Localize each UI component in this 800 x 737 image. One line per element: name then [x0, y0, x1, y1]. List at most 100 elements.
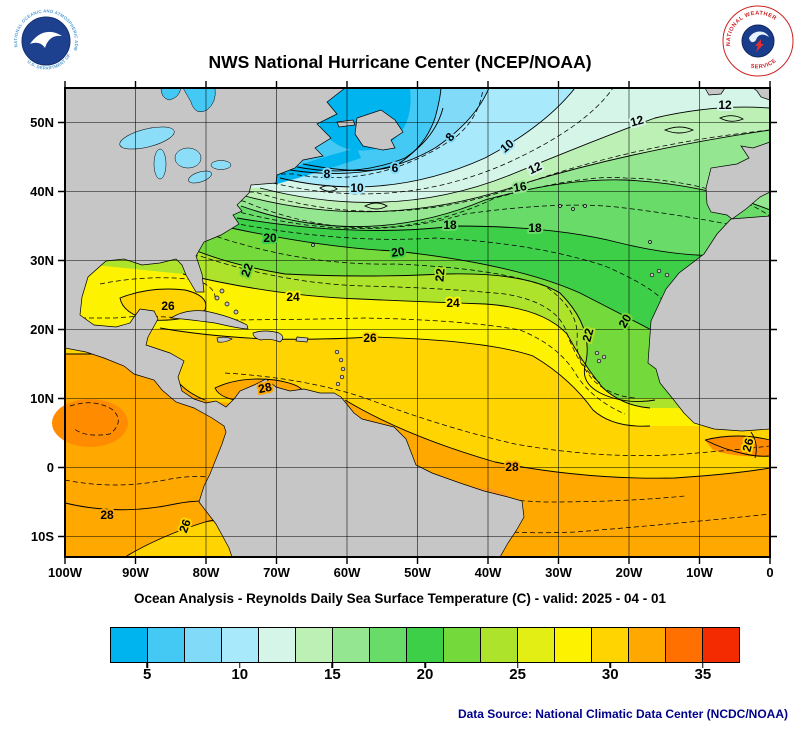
lon-label: 10W — [686, 565, 713, 580]
data-source-note: Data Source: National Climatic Data Cent… — [457, 707, 788, 721]
contour-label: 12 — [629, 112, 646, 129]
contour-label: 10 — [350, 181, 364, 195]
contour-label: 22 — [580, 326, 597, 343]
lon-label: 0 — [766, 565, 774, 580]
land-cuba — [169, 310, 249, 330]
noaa-logo: NATIONAL OCEANIC AND ATMOSPHERIC ADMINIS… — [11, 6, 81, 76]
colorbar-cell — [221, 628, 258, 662]
land-iberia-france — [705, 141, 771, 220]
colorbar-cell — [406, 628, 443, 662]
contour-label: 28 — [100, 508, 114, 522]
colorbar-cell — [591, 628, 628, 662]
colorbar-cell — [258, 628, 295, 662]
colorbar-cell — [332, 628, 369, 662]
land-newfoundland — [354, 109, 404, 151]
colorbar-cell — [554, 628, 591, 662]
colorbar-tick-label: 25 — [509, 666, 526, 683]
lon-label: 40W — [474, 565, 502, 580]
colorbar-cell — [517, 628, 554, 662]
contour-label: 26 — [740, 436, 757, 453]
colorbar-tickmark — [424, 663, 426, 668]
colorbar-tick-label: 20 — [416, 666, 434, 683]
noaa-seagull-icon — [30, 31, 62, 48]
contour-label: 18 — [528, 221, 542, 235]
lat-label: 10N — [30, 390, 54, 406]
contour-label: 18 — [443, 218, 457, 232]
lon-label: 100W — [48, 565, 82, 580]
colorbar-tickmark — [331, 663, 334, 668]
sst-warm-pool-pacific — [52, 399, 128, 447]
contour-label: 20 — [263, 231, 277, 245]
colorbar-tick-label: 10 — [231, 666, 249, 683]
land-azores — [558, 204, 587, 211]
nws-lightning-icon — [755, 39, 764, 52]
land-americas — [64, 87, 525, 558]
lon-label: 90W — [122, 565, 149, 580]
colorbar-cell — [147, 628, 184, 662]
lat-label: 30N — [30, 252, 54, 268]
hudson-james-bay — [160, 87, 216, 112]
lat-label: 20N — [30, 321, 54, 337]
nws-cloud-icon — [749, 31, 769, 43]
lon-label: 20W — [615, 565, 643, 580]
contour-label: 20 — [390, 244, 405, 260]
longitude-axis: 100W 90W 80W 70W 60W 50W 40W 30W 20W 10W 0 — [48, 565, 774, 580]
lat-label: 50N — [30, 114, 54, 130]
contour-label: 26 — [363, 331, 377, 345]
contour-label: 28 — [257, 380, 273, 397]
lon-label: 50W — [404, 565, 431, 580]
colorbar-cell — [702, 628, 739, 662]
land-africa — [647, 215, 771, 432]
land-anticosti — [336, 119, 356, 128]
axis-ticks — [58, 81, 777, 564]
nws-logo: NATIONAL WEATHER SERVICE — [722, 5, 794, 77]
contour-label: 16 — [512, 179, 528, 195]
lon-label: 70W — [263, 565, 290, 580]
colorbar-cell — [628, 628, 665, 662]
contour-lines — [64, 87, 771, 558]
contour-label: 24 — [286, 290, 300, 304]
colorbar-cell — [480, 628, 517, 662]
land-jamaica — [216, 336, 233, 343]
latitude-axis: 50N 40N 30N 20N 10N 0 10S — [0, 0, 58, 600]
colorbar-cell — [111, 628, 147, 662]
lon-label: 80W — [192, 565, 220, 580]
contour-label: 8 — [324, 167, 331, 181]
lon-label: 30W — [545, 565, 572, 580]
colorbar-tickmark — [516, 663, 519, 668]
colorbar-cell — [184, 628, 221, 662]
colorbar-tickmark — [239, 663, 241, 668]
page-title: NWS National Hurricane Center (NCEP/NOAA… — [208, 52, 592, 72]
colorbar-cell — [443, 628, 480, 662]
sst-warm-pool-guinea — [705, 436, 770, 457]
colorbar-tickmark — [146, 663, 148, 668]
colorbar-tick-label: 5 — [142, 666, 152, 683]
colorbar-cell — [369, 628, 406, 662]
colorbar-tickmark — [609, 663, 611, 668]
contour-label: 12 — [718, 98, 732, 112]
map-border — [64, 87, 771, 558]
colorbar-tick-label: 35 — [694, 666, 712, 683]
contour-label: 22 — [432, 267, 447, 282]
land-puerto-rico — [295, 336, 309, 343]
land-cape-verde — [594, 350, 607, 364]
colorbar-tick-label: 30 — [601, 666, 619, 683]
contour-label: 28 — [505, 460, 519, 474]
map-caption: Ocean Analysis - Reynolds Daily Sea Surf… — [134, 591, 666, 606]
lon-label: 60W — [333, 565, 361, 580]
colorbar-tick-label: 15 — [324, 666, 341, 683]
latlon-grid — [65, 88, 770, 557]
contour-label: 6 — [392, 161, 399, 175]
nws-globe — [741, 24, 775, 58]
colorbar-cell — [295, 628, 332, 662]
colorbar-cell — [665, 628, 702, 662]
land-lesser-antilles — [334, 349, 346, 387]
colorbar — [110, 627, 740, 663]
contour-label: 26 — [161, 299, 175, 313]
land-madeira — [648, 240, 652, 244]
contour-label: 24 — [446, 296, 460, 310]
colorbar-tick-labels: 5 10 15 20 25 30 35 — [110, 663, 740, 688]
lat-label: 0 — [46, 459, 54, 475]
